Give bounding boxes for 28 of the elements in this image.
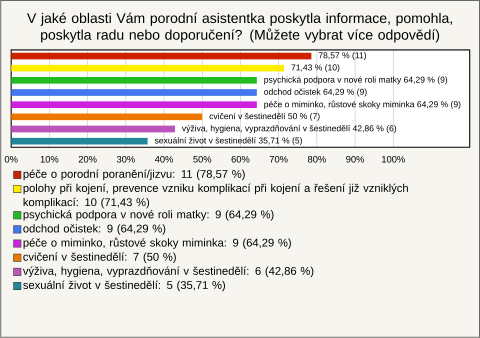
- data-label: cvičení v šestinedělí 50 % (7): [210, 112, 320, 121]
- data-label: 78,57 % (11): [318, 52, 366, 60]
- x-tick-label: 0%: [4, 156, 18, 163]
- x-tick-label: 50%: [193, 156, 212, 163]
- data-label: psychická podpora v nové roli matky 64,29 % (9): [264, 76, 448, 84]
- x-tick-label: 30%: [116, 156, 135, 163]
- data-label: odchod očistek 64,29 % (9): [264, 88, 367, 97]
- x-tick-label: 80%: [308, 156, 326, 163]
- x-tick-label: 20%: [78, 156, 97, 163]
- chart-title: V jaké oblasti Vám porodní asistentka poskytla informace, pomohla, poskytla radu nebo doporučení? (Můžete vybrat více odpovědí): [27, 12, 452, 43]
- data-label: výživa, hygiena, vyprazdňování v šestinedělí 42,86 % (6): [182, 125, 396, 134]
- legend-label: cvičení v šestinedělí: 7 (50 %): [23, 252, 176, 264]
- x-tick-label: 100%: [382, 156, 405, 163]
- x-tick-label: 40%: [154, 156, 174, 163]
- legend-label: výživa, hygiena, vyprazdňování v šestinedělí: 6 (42,86 %): [22, 266, 314, 278]
- x-tick-label: 60%: [232, 156, 250, 163]
- data-label: sexuální život v šestinedělí 35,71 % (5): [154, 137, 302, 146]
- data-label: 71,43 % (10): [291, 64, 340, 72]
- legend-label: péče o miminko, růstové skoky miminka: 9 (64,29 %): [24, 238, 291, 249]
- x-tick-label: 10%: [40, 156, 58, 163]
- x-tick-label: 70%: [270, 156, 288, 163]
- x-tick-label: 90%: [346, 156, 364, 163]
- legend-label: polohy při kojení, prevence vzniku komplikací při kojení a řešení již vzniklých komplikací: 10 (71,43 %): [24, 184, 408, 208]
- legend-label: péče o porodní poranění/jizvu: 11 (78,57 %): [24, 170, 245, 180]
- legend-label: sexuální život v šestinedělí: 5 (35,71 %): [23, 280, 225, 292]
- legend-label: odchod očistek: 9 (64,29 %): [23, 224, 166, 235]
- data-label: péče o miminko, růstové skoky miminka 64,29 % (9): [264, 100, 460, 110]
- legend-label: psychická podpora v nové roli matky: 9 (64,29 %): [24, 210, 274, 221]
